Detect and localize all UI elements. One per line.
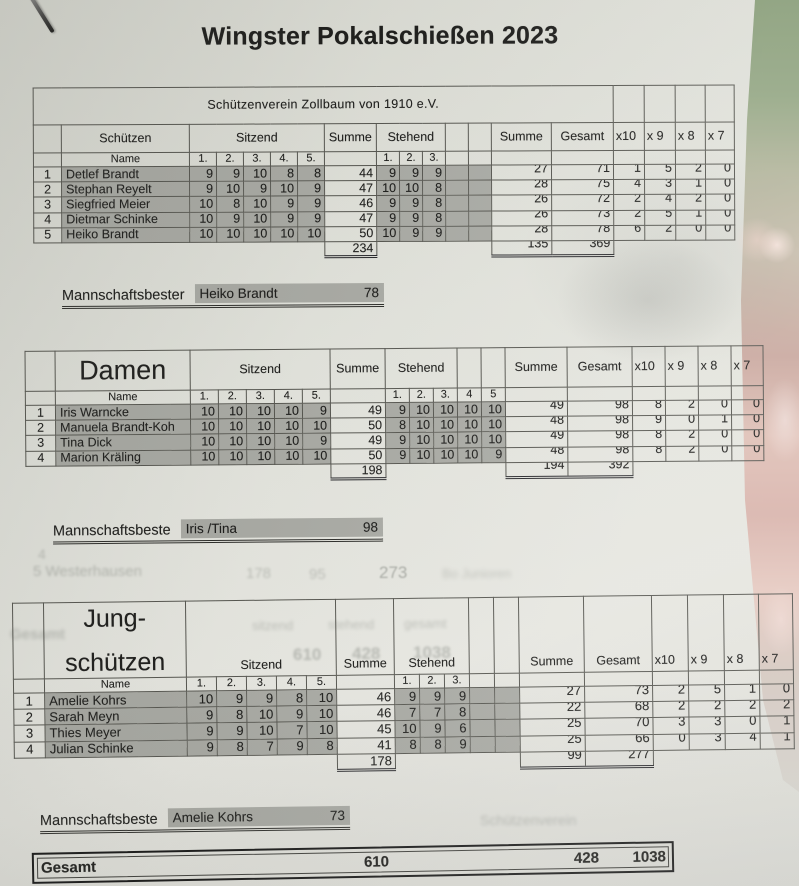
team-best-value-box: Amelie Kohrs 73 bbox=[167, 805, 351, 828]
bleed-through-text: 5 Westerhausen bbox=[33, 563, 142, 580]
bleed-through-text: 178 bbox=[246, 565, 272, 582]
team-best-score: 73 bbox=[329, 807, 346, 824]
bleed-through-text: Schützenverein bbox=[480, 812, 577, 828]
col-header-x8: x 8 bbox=[675, 122, 706, 151]
col-header-x7: x 7 bbox=[758, 593, 794, 671]
bleed-through-text: Bo Junioren bbox=[442, 566, 512, 581]
results-table-schuetzen: Schützenverein Zollbaum von 1910 e.V. Sc… bbox=[33, 84, 736, 259]
col-header-summe-stehend: Summe bbox=[518, 596, 585, 674]
col-header-x7: x 7 bbox=[730, 345, 764, 386]
results-table-jungschuetzen: Jung- schützen Sitzend Summe Stehend Sum… bbox=[12, 593, 795, 775]
col-header-gesamt: Gesamt bbox=[566, 346, 633, 388]
team-best-jungschuetzen: Mannschaftsbeste Amelie Kohrs 73 bbox=[39, 805, 351, 835]
bleed-through-text: 95 bbox=[309, 566, 326, 583]
col-header-x9: x 9 bbox=[687, 594, 725, 672]
team-best-value-box: Iris /Tina 98 bbox=[180, 517, 384, 539]
col-header-name: Name bbox=[55, 390, 191, 406]
page-title: Wingster Pokalschießen 2023 bbox=[201, 21, 559, 51]
col-header-x8: x 8 bbox=[697, 345, 732, 387]
section-damen: Damen Sitzend Summe Stehend Summe Gesamt… bbox=[24, 345, 764, 483]
col-header-gesamt: Gesamt bbox=[583, 595, 653, 673]
team-best-label: Mannschaftsbester bbox=[61, 287, 185, 304]
col-header-x10: x10 bbox=[651, 595, 689, 672]
col-header-sitzend: Sitzend bbox=[189, 123, 325, 153]
club-title: Schützenverein Zollbaum von 1910 e.V. bbox=[33, 85, 614, 126]
team-best-value-box: Heiko Brandt 78 bbox=[194, 283, 385, 304]
col-header-x9: x 9 bbox=[644, 122, 676, 151]
section-title: Damen bbox=[54, 350, 191, 392]
total-row: 234 135 369 bbox=[34, 240, 735, 258]
col-header-name: Name bbox=[61, 152, 190, 167]
grand-total-sitzend: 610 bbox=[363, 853, 390, 871]
team-best-name: Heiko Brandt bbox=[199, 285, 278, 302]
col-header-stehend: Stehend bbox=[393, 597, 470, 675]
col-header-stehend: Stehend bbox=[384, 348, 458, 389]
team-best-name: Amelie Kohrs bbox=[172, 809, 254, 826]
col-header-sitzend: Sitzend bbox=[189, 349, 331, 391]
col-header-x10: x10 bbox=[613, 122, 645, 151]
team-best-damen: Mannschaftsbeste Iris /Tina 98 bbox=[52, 517, 384, 545]
grand-total-label: Gesamt bbox=[40, 858, 97, 877]
section-title: Schützen bbox=[61, 124, 190, 153]
col-header-x7: x 7 bbox=[705, 121, 735, 151]
col-header-sitzend: Sitzend bbox=[185, 599, 337, 678]
section-title: Jung- schützen bbox=[43, 601, 187, 679]
grand-total-stehend: 428 bbox=[573, 849, 600, 867]
col-header-x9: x 9 bbox=[664, 346, 699, 387]
section-schuetzen: Schützenverein Zollbaum von 1910 e.V. Sc… bbox=[33, 84, 736, 259]
col-header-x8: x 8 bbox=[723, 594, 760, 671]
bleed-through-text: 273 bbox=[379, 563, 408, 582]
col-header-x10: x10 bbox=[631, 346, 666, 387]
col-header-summe-sitzend: Summe bbox=[329, 348, 386, 390]
team-best-label: Mannschaftsbeste bbox=[52, 522, 171, 540]
results-table-damen: Damen Sitzend Summe Stehend Summe Gesamt… bbox=[24, 345, 764, 483]
grand-total-gesamt: 1038 bbox=[632, 848, 667, 866]
team-best-score: 98 bbox=[362, 519, 379, 535]
col-header-summe-sitzend: Summe bbox=[324, 123, 377, 152]
team-best-score: 78 bbox=[363, 285, 380, 301]
col-header-summe-stehend: Summe bbox=[504, 347, 568, 388]
col-header-stehend: Stehend bbox=[376, 123, 446, 152]
col-header-gesamt: Gesamt bbox=[551, 122, 614, 151]
section-jungschuetzen: Jung- schützen Sitzend Summe Stehend Sum… bbox=[12, 593, 795, 775]
team-best-schuetzen: Mannschaftsbester Heiko Brandt 78 bbox=[61, 283, 385, 309]
team-best-name: Iris /Tina bbox=[185, 520, 237, 537]
team-best-label: Mannschaftsbeste bbox=[39, 811, 158, 830]
col-header-summe-stehend: Summe bbox=[491, 122, 552, 152]
grand-total-bar: Gesamt 610 428 1038 bbox=[31, 841, 675, 884]
bleed-through-text: 4 bbox=[38, 546, 46, 562]
col-header-summe-sitzend: Summe bbox=[335, 598, 395, 676]
